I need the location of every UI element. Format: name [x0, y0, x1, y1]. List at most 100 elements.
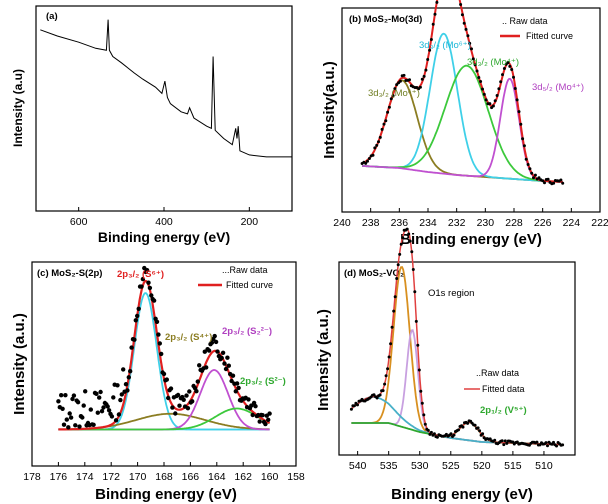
panel-c-raw-point — [115, 383, 120, 388]
panel-c-annot-olive: 2p₃/₂ (S⁴⁺) — [165, 332, 212, 343]
panel-b-raw-point — [471, 57, 475, 61]
panel-d-raw-point — [481, 432, 485, 436]
panel-d-raw-point — [561, 443, 565, 447]
panel-a-tick-label: 200 — [241, 216, 259, 228]
panel-b-annot-purple: 3d₅/₂ (Mo⁴⁺) — [532, 82, 584, 93]
panel-c-raw-point — [64, 417, 70, 422]
panel-c-raw-point — [225, 355, 230, 360]
panel-c-raw-point — [126, 375, 131, 380]
panel-c-raw-point — [187, 389, 192, 394]
panel-c-raw-point — [125, 388, 130, 393]
panel-c-tick-label: 170 — [129, 471, 147, 483]
panel-c-tick-label: 158 — [287, 471, 305, 483]
panel-c-raw-point — [236, 385, 241, 391]
panel-b-raw-point — [398, 79, 402, 83]
panel-d-raw-point — [452, 433, 456, 437]
panel-b-raw-point — [391, 94, 395, 98]
panel-d-raw-point — [505, 441, 509, 445]
panel-d-tick-label: 525 — [442, 460, 460, 472]
panel-c-raw-point — [95, 410, 101, 415]
panel-b-raw-point — [429, 38, 433, 41]
panel-d-raw-point — [386, 367, 390, 371]
panel-b-raw-point — [367, 157, 371, 160]
panel-c-raw-point — [83, 389, 88, 394]
panel-d-annot-v5: 2p₁/₂ (V⁵⁺) — [480, 405, 527, 416]
panel-c-xlabel: Binding energy (eV) — [95, 486, 237, 503]
panel-d-raw-point — [432, 432, 436, 436]
panel-c-raw-point — [260, 413, 265, 418]
panel-d-raw-point — [423, 422, 427, 426]
panel-d-raw-point — [384, 374, 388, 378]
panel-c-raw-point — [166, 395, 171, 401]
panel-b-raw-point — [470, 47, 473, 51]
panel-d-raw-point — [413, 290, 417, 294]
panel-c-raw-point — [68, 415, 74, 420]
panel-c-raw-point — [75, 400, 81, 405]
panel-c-raw-point — [60, 406, 65, 411]
panel-d-raw-point — [544, 441, 548, 445]
panel-d-raw-point — [375, 396, 379, 400]
panel-b-frame — [341, 7, 601, 213]
panel-c: (c) MoS₂-S(2p) 178 176 174 172 170 168 166 164 1… — [11, 261, 305, 503]
panel-d-raw-point — [399, 242, 403, 246]
panel-c-raw-point — [212, 333, 217, 339]
panel-c-annot-red: 2p₃/₂ (S⁶⁺) — [117, 269, 164, 280]
panel-d-raw-point — [378, 393, 382, 397]
panel-c-raw-point — [249, 403, 254, 408]
panel-d-tick-label: 535 — [380, 460, 398, 472]
panel-b-annot-cyan: 3d₃/₂ (Mo⁶⁺) — [419, 40, 471, 51]
panel-b-raw-point — [426, 58, 430, 61]
panel-c-raw-point — [70, 396, 75, 402]
panel-d-raw-point — [356, 403, 359, 407]
panel-d-raw-point — [395, 277, 399, 280]
panel-c-raw-point — [63, 393, 68, 398]
panel-b-raw-point — [530, 171, 534, 175]
panel-b-legend-fit: Fitted curve — [526, 31, 573, 41]
panel-d-raw-point — [349, 407, 353, 411]
panel-b-raw-point — [495, 94, 499, 97]
panel-c-raw-point — [109, 414, 115, 419]
panel-c-raw-point — [202, 349, 207, 354]
panel-b-raw-point — [364, 161, 368, 165]
panel-b-raw-point — [373, 146, 377, 150]
panel-d-legend-raw: ..Raw data — [476, 368, 519, 378]
panel-c-raw-point — [118, 397, 123, 403]
panel-d-tick-label: 520 — [473, 460, 491, 472]
panel-c-raw-point — [204, 365, 209, 370]
panel-d-raw-point — [500, 439, 504, 443]
panel-b-xlabel: Binding energy (eV) — [400, 231, 542, 248]
panel-b-raw-point — [428, 48, 432, 52]
panel-c-raw-point — [80, 415, 85, 420]
panel-d-raw-point — [392, 309, 396, 313]
panel-c-raw-dots — [56, 265, 272, 430]
panel-c-raw-point — [168, 386, 174, 391]
panel-c-raw-point — [111, 395, 116, 400]
panel-b-component-1 — [362, 32, 563, 183]
panel-b-raw-point — [528, 167, 532, 171]
panel-b-title: (b) MoS₂-Mo(3d) — [349, 14, 422, 25]
panel-b-raw-point — [387, 105, 391, 109]
panel-b-raw-point — [517, 110, 521, 114]
panel-d-raw-point — [473, 423, 477, 427]
panel-d-raw-point — [396, 263, 400, 267]
panel-a-tick-label: 600 — [70, 216, 88, 228]
panel-b-legend: .. Raw data Fitted curve — [500, 16, 573, 41]
panel-b-raw-point — [537, 176, 541, 180]
panel-c-raw-point — [99, 409, 105, 414]
panel-d-raw-point — [405, 227, 409, 231]
panel-b: (b) MoS₂-Mo(3d) 240 238 236 234 232 230 228 226… — [321, 0, 608, 248]
panel-c-raw-point — [173, 411, 178, 416]
panel-b-raw-point — [561, 181, 565, 185]
panel-b-raw-point — [482, 92, 486, 96]
panel-d-raw-point — [555, 444, 558, 448]
panel-b-raw-point — [479, 80, 483, 83]
panel-b-raw-point — [384, 119, 388, 123]
panel-b-raw-point — [493, 99, 497, 103]
panel-c-raw-point — [170, 405, 175, 410]
panel-c-raw-point — [222, 361, 227, 366]
panel-b-raw-point — [464, 27, 468, 31]
panel-c-raw-point — [101, 405, 106, 410]
panel-c-raw-point — [213, 339, 219, 345]
panel-c-tick-label: 172 — [102, 471, 120, 483]
panel-b-raw-point — [491, 104, 495, 108]
